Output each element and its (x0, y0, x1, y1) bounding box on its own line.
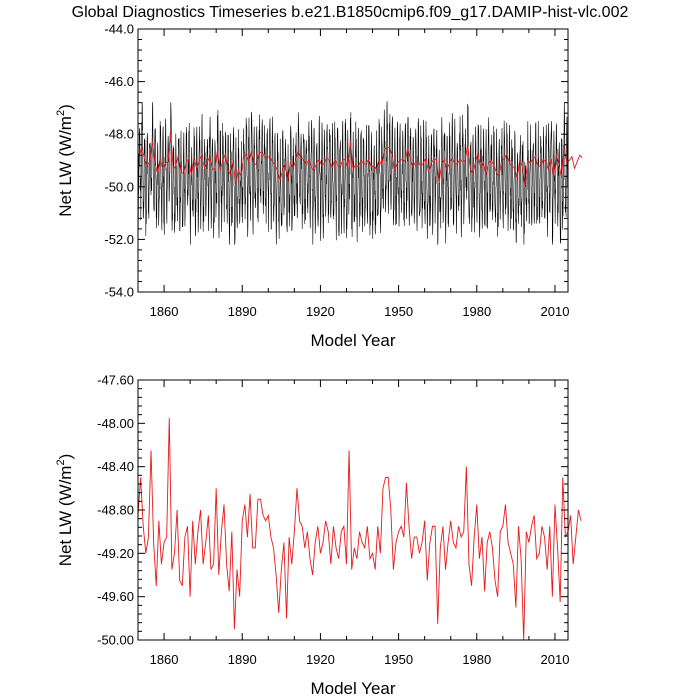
series-line-annual-mean (138, 132, 583, 187)
plot-area (137, 101, 583, 245)
x-tick-label: 1860 (150, 652, 179, 667)
y-tick-label: -44.0 (104, 22, 134, 37)
y-axis-label-sup: 2 (55, 459, 67, 465)
x-tick-label: 1860 (150, 304, 179, 319)
x-tick-label: 1890 (228, 652, 257, 667)
plot-frame (137, 379, 569, 641)
x-tick-label: 1950 (384, 652, 413, 667)
y-axis-label: Net LW (W/m2) (55, 454, 75, 567)
x-tick-label: 1980 (462, 304, 491, 319)
series-line-annual-mean (137, 417, 582, 641)
x-tick-label: 1920 (306, 652, 335, 667)
y-axis-label-main: Net LW (W/m (56, 466, 75, 567)
y-tick-label: -48.40 (97, 459, 134, 474)
plot-area (137, 417, 582, 641)
series-line-monthly (137, 101, 569, 245)
y-tick-label: -52.0 (104, 232, 134, 247)
bottom-chart: -50.00 -49.60 -49.20 -48.80 -48.40 -48.00 -47.… (55, 373, 582, 698)
plot-frame (137, 28, 569, 293)
y-tick-label: -50.0 (104, 179, 134, 194)
y-axis-label-main: Net LW (W/m (56, 116, 75, 217)
y-tick-label: -48.80 (97, 503, 134, 518)
y-tick-label: -46.0 (104, 74, 134, 89)
figure-title: Global Diagnostics Timeseries b.e21.B185… (72, 4, 629, 21)
x-axis-label: Model Year (310, 679, 395, 698)
y-axis-label: Net LW (W/m2) (55, 104, 75, 217)
y-axis-label-close: ) (56, 104, 75, 110)
y-axis-label-sup: 2 (55, 110, 67, 116)
x-tick-label: 1950 (384, 304, 413, 319)
x-tick-label: 2010 (541, 652, 570, 667)
x-tick-label: 1980 (462, 652, 491, 667)
y-tick-label: -54.0 (104, 285, 134, 300)
top-chart: -54.0 -52.0 -50.0 -48.0 -46.0 -44.0 1860 1890 19… (55, 22, 583, 350)
y-tick-label: -50.00 (97, 633, 134, 648)
x-tick-label: 1890 (228, 304, 257, 319)
y-axis-label-close: ) (56, 454, 75, 460)
y-tick-label: -48.00 (97, 416, 134, 431)
y-tick-label: -48.0 (104, 127, 134, 142)
y-tick-label: -49.20 (97, 546, 134, 561)
y-tick-label: -47.60 (97, 373, 134, 388)
x-tick-label: 1920 (306, 304, 335, 319)
x-axis-label: Model Year (310, 331, 395, 350)
y-tick-label: -49.60 (97, 589, 134, 604)
x-tick-label: 2010 (541, 304, 570, 319)
